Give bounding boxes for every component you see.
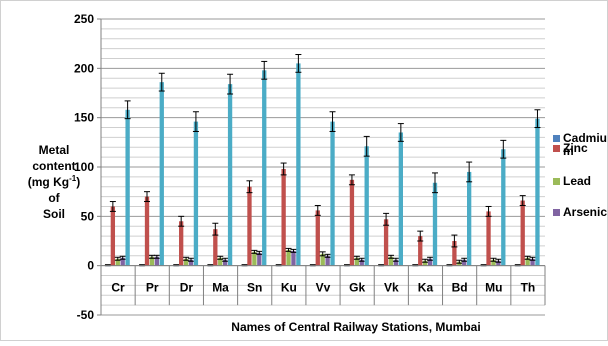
bar-arsenic-cr xyxy=(120,257,125,266)
y-tick-label: 50 xyxy=(81,209,95,223)
bar-series-5-ma xyxy=(227,84,233,266)
y-tick-label: 100 xyxy=(74,160,94,174)
legend-swatch-cadmium xyxy=(553,135,560,142)
y-axis-title: Metal content (mg Kg-1) of Soil xyxy=(22,142,86,222)
bar-arsenic-bd xyxy=(462,259,467,266)
legend-swatch-zinc xyxy=(553,145,560,152)
bar-series-5-vk xyxy=(398,132,404,266)
y-tick-label: 200 xyxy=(74,61,94,75)
bar-series-5-vv xyxy=(330,121,335,266)
x-tick-label: Bd xyxy=(452,280,468,294)
bar-arsenic-gk xyxy=(359,259,364,266)
bar-lead-pr xyxy=(149,256,155,266)
x-tick-label: Vv xyxy=(316,280,331,294)
bar-lead-mu xyxy=(491,259,496,266)
bar-zinc-bd xyxy=(452,241,457,266)
bar-lead-sn xyxy=(252,251,257,266)
bar-series-5-ka xyxy=(432,182,438,266)
bar-series-5-sn xyxy=(262,70,267,266)
bar-arsenic-mu xyxy=(496,260,501,266)
bar-zinc-gk xyxy=(349,179,355,266)
x-tick-label: Ma xyxy=(212,280,229,294)
bar-arsenic-vk xyxy=(393,259,399,266)
x-tick-label: Vk xyxy=(384,280,399,294)
x-tick-label: Cr xyxy=(111,280,125,294)
y-tick-label: 0 xyxy=(87,259,94,273)
bar-series-5-gk xyxy=(364,146,369,266)
bar-lead-ma xyxy=(218,257,223,266)
y-axis-title-line-4: of xyxy=(48,191,60,205)
bar-arsenic-ma xyxy=(222,259,228,266)
bar-zinc-ma xyxy=(213,229,218,266)
legend-label-lead: Lead xyxy=(563,174,591,188)
bar-arsenic-th xyxy=(530,258,535,266)
y-axis-title-line-3: (mg Kg-1) xyxy=(27,174,81,190)
bar-series-5-bd xyxy=(466,171,472,266)
bar-arsenic-ka xyxy=(427,258,433,266)
y-axis-title-line-1: Metal xyxy=(38,143,70,157)
bar-series-5-pr xyxy=(159,82,164,266)
bar-series-5-dr xyxy=(193,121,199,266)
x-tick-label: Pr xyxy=(146,280,159,294)
y-axis-title-line-5: Soil xyxy=(42,207,65,221)
bar-lead-gk xyxy=(354,257,360,266)
legend-swatch-arsenic xyxy=(553,209,560,216)
y-tick-label: 150 xyxy=(74,111,94,125)
bar-series-5-th xyxy=(535,118,540,266)
bar-lead-dr xyxy=(183,258,189,266)
legend-label-zinc: Zinc xyxy=(563,141,588,155)
bar-arsenic-sn xyxy=(257,252,262,266)
legend-swatch-lead xyxy=(553,178,560,185)
bar-zinc-ka xyxy=(418,236,423,266)
y-axis-title-line-2: content xyxy=(32,159,76,173)
legend-label-cadmium: Cadmiu xyxy=(563,131,607,145)
bar-zinc-pr xyxy=(144,196,150,266)
bar-lead-vv xyxy=(320,253,325,266)
bar-arsenic-dr xyxy=(188,259,194,266)
x-tick-label: Ku xyxy=(281,280,297,294)
bar-zinc-vk xyxy=(383,219,389,266)
bar-series-5-ku xyxy=(296,63,301,266)
bar-lead-vk xyxy=(388,256,394,266)
x-tick-label: Ka xyxy=(418,280,434,294)
bar-zinc-th xyxy=(520,200,525,266)
bar-zinc-sn xyxy=(247,186,252,266)
legend-label-arsenic: Arsenic xyxy=(563,205,607,219)
bar-lead-cr xyxy=(115,258,120,266)
x-tick-label: Th xyxy=(521,280,536,294)
bar-zinc-mu xyxy=(486,211,491,266)
bar-zinc-ku xyxy=(281,168,286,266)
bar-arsenic-pr xyxy=(154,256,160,266)
bar-zinc-vv xyxy=(315,210,320,266)
bar-lead-ku xyxy=(286,249,291,266)
x-tick-label: Sn xyxy=(247,280,262,294)
bar-lead-th xyxy=(525,257,530,266)
x-axis-title: Names of Central Railway Stations, Mumba… xyxy=(231,320,480,334)
x-tick-label: Dr xyxy=(180,280,194,294)
bar-series-5-mu xyxy=(501,149,506,266)
bar-series-5-cr xyxy=(125,109,130,266)
legend-label-cadmium: m xyxy=(563,144,574,158)
bar-lead-ka xyxy=(423,260,428,266)
x-tick-label: Mu xyxy=(485,280,502,294)
x-tick-label: Gk xyxy=(349,280,365,294)
bar-zinc-dr xyxy=(179,221,184,266)
bar-arsenic-vv xyxy=(325,255,330,266)
axes: -50 0 50 100 150 200 250 Cr Pr Dr Ma Sn Ku Vv Gk Vk Ka Bd… xyxy=(74,12,546,322)
y-tick-label: 250 xyxy=(74,12,94,26)
bar-arsenic-ku xyxy=(291,250,296,266)
bar-zinc-cr xyxy=(110,206,116,266)
y-tick-label: -50 xyxy=(77,308,95,322)
